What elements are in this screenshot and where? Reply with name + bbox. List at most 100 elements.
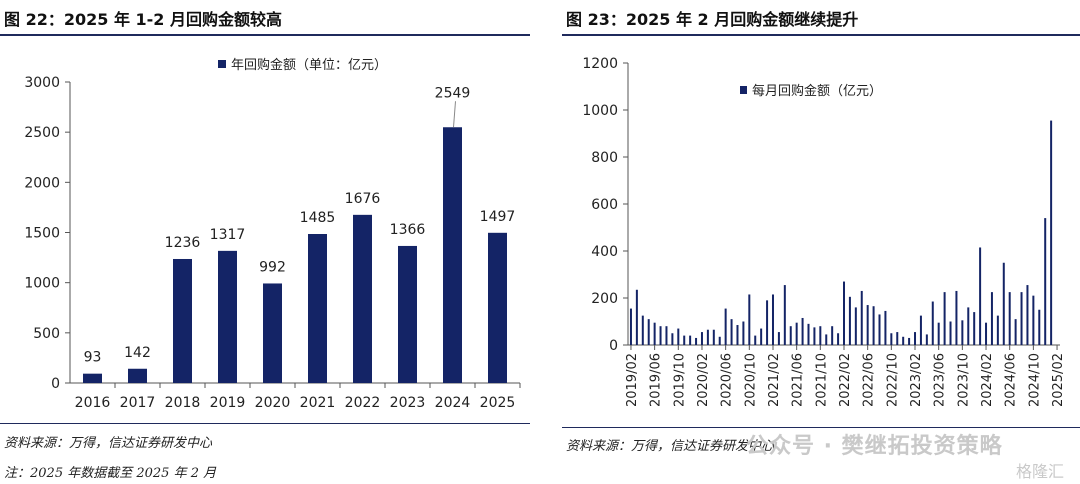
left-y-tick-label: 3000 xyxy=(24,75,60,91)
right-bar xyxy=(884,310,887,345)
left-data-label: 142 xyxy=(124,345,151,361)
left-chart-title: 图 22：2025 年 1-2 月回购金额较高 xyxy=(4,10,282,29)
right-bar xyxy=(872,306,875,345)
left-x-tick-label: 2021 xyxy=(300,395,336,411)
right-x-tick-label: 2024/06 xyxy=(1004,353,1019,407)
right-bar xyxy=(629,308,632,345)
left-y-tick-label: 0 xyxy=(51,376,60,392)
right-bar xyxy=(777,332,780,345)
right-bar xyxy=(896,332,899,345)
right-bar xyxy=(659,326,662,345)
left-source-rule xyxy=(0,423,530,424)
right-bar xyxy=(819,326,822,345)
right-bar xyxy=(807,323,810,345)
right-source: 资料来源：万得，信达证券研发中心 xyxy=(566,439,775,454)
right-bar xyxy=(955,290,958,345)
left-x-tick-label: 2025 xyxy=(480,395,516,411)
right-bar xyxy=(925,334,928,345)
right-bar xyxy=(635,289,638,345)
right-bar xyxy=(878,314,881,345)
left-y-tick-label: 500 xyxy=(33,326,60,342)
left-title-rule xyxy=(0,34,530,36)
right-x-tick-label: 2021/02 xyxy=(767,353,782,407)
right-bar xyxy=(748,294,751,345)
right-bar xyxy=(665,326,668,345)
right-bar xyxy=(931,301,934,345)
right-bar xyxy=(742,321,745,345)
right-bar xyxy=(724,308,727,345)
right-bar xyxy=(760,328,763,345)
right-bar xyxy=(837,333,840,345)
right-bar xyxy=(973,312,976,345)
right-y-tick-label: 400 xyxy=(591,244,618,260)
right-x-tick-label: 2019/10 xyxy=(672,353,687,407)
right-bar xyxy=(843,281,845,345)
right-bar xyxy=(902,336,905,345)
right-bar xyxy=(754,335,757,345)
right-x-tick-label: 2019/02 xyxy=(625,353,640,407)
left-x-tick-label: 2019 xyxy=(210,395,246,411)
right-x-tick-label: 2021/06 xyxy=(791,353,806,407)
left-note: 注：2025 年数据截至 2025 年 2 月 xyxy=(4,466,217,481)
right-x-tick-label: 2019/06 xyxy=(649,353,664,407)
right-chart-title: 图 23：2025 年 2 月回购金额继续提升 xyxy=(566,10,859,29)
right-bar xyxy=(1038,309,1041,345)
right-bar xyxy=(937,322,940,345)
right-bar xyxy=(771,294,774,345)
watermark-logo-text: 格隆汇 xyxy=(1016,462,1065,481)
right-y-tick-label: 0 xyxy=(609,338,618,354)
left-x-tick-label: 2023 xyxy=(390,395,426,411)
right-bar xyxy=(1008,292,1011,345)
left-data-label: 2549 xyxy=(435,85,471,101)
right-bar xyxy=(1044,218,1047,345)
right-bar xyxy=(641,315,644,345)
right-bar xyxy=(801,317,804,345)
right-x-tick-label: 2022/06 xyxy=(862,353,877,407)
right-bar xyxy=(825,334,828,345)
right-x-tick-label: 2023/02 xyxy=(909,353,924,407)
right-bar xyxy=(647,319,650,345)
right-bar xyxy=(848,296,851,345)
right-legend-swatch xyxy=(740,86,747,94)
right-y-tick-label: 600 xyxy=(591,197,618,213)
right-bar xyxy=(1002,262,1005,345)
left-bar-chart: 0 500 1000 1500 2000 2500 3000 2016 93 2017 142 201… xyxy=(24,57,521,411)
left-x-tick-label: 2016 xyxy=(75,395,111,411)
right-bar xyxy=(996,315,999,345)
right-bar xyxy=(677,328,680,345)
right-bar xyxy=(831,326,834,345)
left-data-label-leader xyxy=(453,101,456,128)
left-source: 资料来源：万得，信达证券研发中心 xyxy=(4,436,213,451)
left-bar xyxy=(263,283,282,383)
left-bar xyxy=(488,232,507,383)
right-bar xyxy=(890,333,893,345)
right-x-tick-label: 2020/06 xyxy=(720,353,735,407)
right-bar xyxy=(990,292,993,345)
left-data-label: 1497 xyxy=(480,209,516,225)
right-bar xyxy=(985,322,988,345)
left-bar xyxy=(83,373,102,383)
right-x-tick-label: 2024/02 xyxy=(980,353,995,407)
right-bar xyxy=(736,325,739,345)
right-bar xyxy=(949,321,952,345)
right-bar xyxy=(683,335,686,345)
right-bar xyxy=(1026,285,1029,345)
left-data-label: 1236 xyxy=(165,235,201,251)
right-y-tick-label: 1000 xyxy=(582,103,618,119)
left-data-label: 93 xyxy=(84,350,102,366)
left-bar xyxy=(128,368,147,383)
right-bar xyxy=(866,305,869,345)
right-bar xyxy=(730,319,733,345)
right-bar xyxy=(1020,292,1023,345)
right-x-tick-label: 2022/10 xyxy=(885,353,900,407)
left-bar xyxy=(218,250,237,383)
right-x-tick-label: 2023/10 xyxy=(956,353,971,407)
right-bar xyxy=(908,337,911,345)
left-legend-label: 年回购金额（单位：亿元） xyxy=(231,57,387,73)
left-x-tick-label: 2017 xyxy=(120,395,156,411)
right-bar-chart: 0 200 400 600 800 1000 1200 2019/02 2019/06 2019/… xyxy=(582,56,1066,407)
right-bar xyxy=(1032,295,1035,345)
right-x-tick-label: 2022/02 xyxy=(838,353,853,407)
left-legend-swatch xyxy=(218,60,226,68)
right-source-rule xyxy=(562,427,1080,428)
